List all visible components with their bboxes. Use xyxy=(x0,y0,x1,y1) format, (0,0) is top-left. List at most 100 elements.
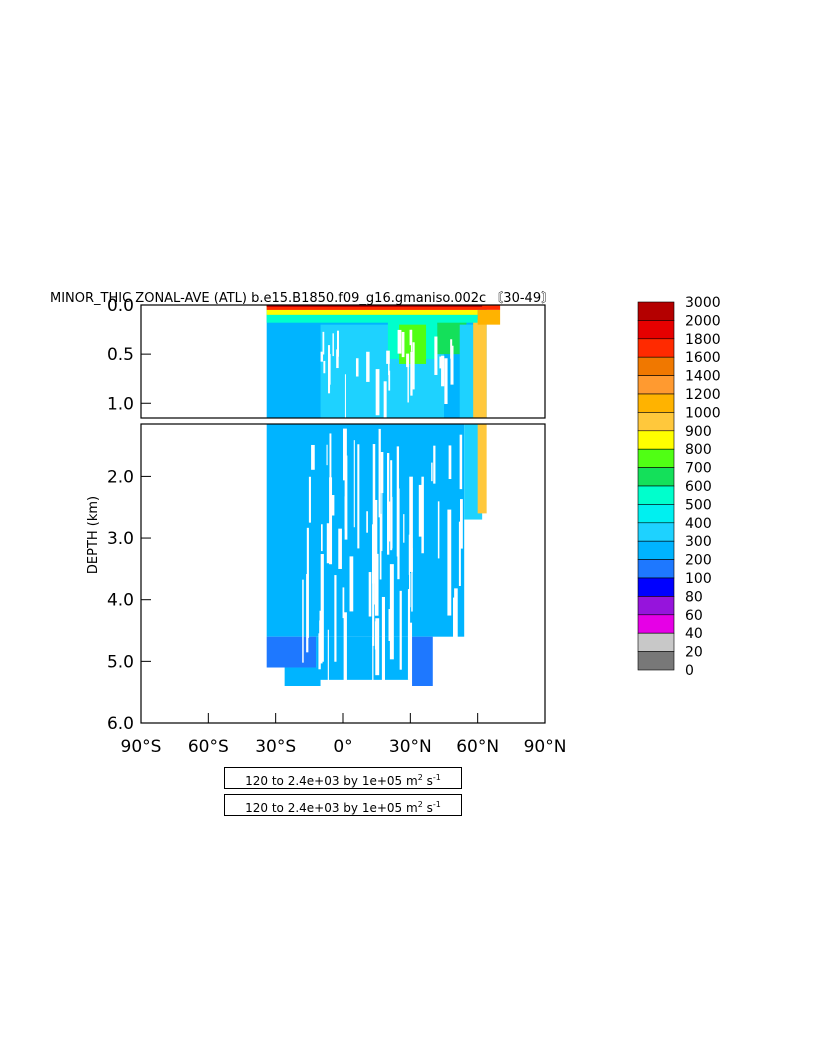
field-north-2 xyxy=(477,424,487,514)
gap-streak xyxy=(389,564,394,660)
gap-streak xyxy=(326,523,331,564)
y-tick-label: 0.5 xyxy=(107,345,134,365)
gap-streak xyxy=(344,455,348,540)
gap-streak xyxy=(336,349,339,369)
gap-streak xyxy=(407,364,409,403)
gap-streak xyxy=(306,527,309,638)
gap-streak xyxy=(311,444,315,470)
gap-streak xyxy=(353,440,355,528)
field-deep-2 xyxy=(410,636,433,687)
gap-streak xyxy=(336,330,339,357)
colorbar-label: 300 xyxy=(685,534,712,550)
gap-streak xyxy=(401,331,405,358)
gap-streak xyxy=(329,477,333,565)
colorbar-swatch xyxy=(637,540,675,560)
gap-streak xyxy=(374,621,378,650)
gap-streak xyxy=(382,617,385,693)
x-tick-label: 30°S xyxy=(255,737,296,757)
gap-streak xyxy=(343,428,347,481)
gap-streak xyxy=(421,476,424,554)
gap-streak xyxy=(407,589,411,680)
y-tick-label: 1.0 xyxy=(107,394,134,414)
colorbar-swatch xyxy=(637,338,675,358)
colorbar-label: 0 xyxy=(685,663,694,679)
field-mask xyxy=(266,686,501,723)
field-deep xyxy=(316,636,411,680)
gap-streak xyxy=(366,351,370,382)
x-tick-label: 30°N xyxy=(389,737,432,757)
colorbar-label: 800 xyxy=(685,442,712,458)
colorbar-swatch xyxy=(637,412,675,432)
colorbar-label: 1800 xyxy=(685,332,721,348)
gap-streak xyxy=(386,350,390,364)
gap-streak xyxy=(372,636,374,693)
colorbar-label: 700 xyxy=(685,461,712,477)
colorbar-label: 20 xyxy=(685,645,703,661)
gap-streak xyxy=(397,329,402,354)
colorbar-label: 60 xyxy=(685,608,703,624)
colorbar-swatch xyxy=(637,375,675,395)
gap-streak xyxy=(334,575,337,662)
colorbar-label: 3000 xyxy=(685,295,721,311)
chart-title: MINOR_THIC ZONAL-AVE (ATL) b.e15.B1850.f… xyxy=(50,291,555,306)
gap-streak xyxy=(448,445,452,480)
colorbar-label: 1000 xyxy=(685,405,721,421)
gap-streak xyxy=(328,353,331,385)
gap-streak xyxy=(331,495,335,516)
colorbar-label: 1200 xyxy=(685,387,721,403)
colorbar-swatch xyxy=(637,504,675,524)
gap-streak xyxy=(366,511,368,533)
gap-streak xyxy=(320,351,324,362)
gap-streak xyxy=(412,342,415,390)
gap-streak xyxy=(411,548,413,612)
gap-streak xyxy=(454,588,458,667)
colorbar-swatch xyxy=(637,356,675,376)
gap-streak xyxy=(409,573,411,608)
colorbar-swatch xyxy=(637,448,675,468)
y-tick-label: 5.0 xyxy=(107,652,134,672)
colorbar-label: 500 xyxy=(685,497,712,513)
gap-streak xyxy=(374,499,378,605)
gap-streak xyxy=(441,355,445,387)
gap-streak xyxy=(357,444,360,549)
field-base-lower xyxy=(266,424,465,637)
colorbar-label: 1600 xyxy=(685,350,721,366)
gap-streak xyxy=(437,501,440,559)
colorbar-swatch xyxy=(637,559,675,579)
gap-streak xyxy=(409,329,412,346)
gap-streak xyxy=(450,345,454,385)
gap-streak xyxy=(434,336,438,375)
gap-streak xyxy=(379,513,382,580)
legend-box-1: 120 to 2.4e+03 by 1e+05 m2 s-1 xyxy=(224,767,462,789)
colorbar-swatch xyxy=(637,614,675,634)
gap-streak xyxy=(388,353,390,376)
field-orange-edge xyxy=(473,319,487,418)
gap-streak xyxy=(375,369,380,416)
colorbar-label: 1400 xyxy=(685,369,721,385)
field-surface-4 xyxy=(266,305,483,307)
colorbar-label: 100 xyxy=(685,571,712,587)
y-tick-label: 3.0 xyxy=(107,529,134,549)
gap-streak xyxy=(453,597,456,682)
gap-streak xyxy=(396,446,400,557)
gap-streak xyxy=(349,556,354,612)
gap-streak xyxy=(329,433,332,508)
gap-streak xyxy=(308,476,311,523)
gap-streak xyxy=(387,453,390,555)
gap-streak xyxy=(383,381,387,418)
gap-streak xyxy=(388,370,391,391)
gap-streak xyxy=(327,629,329,693)
gap-streak xyxy=(323,360,326,374)
colorbar-swatch xyxy=(637,522,675,542)
x-tick-label: 90°S xyxy=(121,737,162,757)
field-bottom xyxy=(284,667,321,687)
gap-streak xyxy=(410,351,413,396)
gap-streak xyxy=(447,509,452,616)
gap-streak xyxy=(381,487,383,552)
gap-streak xyxy=(332,333,334,357)
x-tick-label: 60°N xyxy=(456,737,499,757)
gap-streak xyxy=(390,460,393,551)
colorbar-label: 400 xyxy=(685,516,712,532)
y-tick-label: 6.0 xyxy=(107,714,134,734)
